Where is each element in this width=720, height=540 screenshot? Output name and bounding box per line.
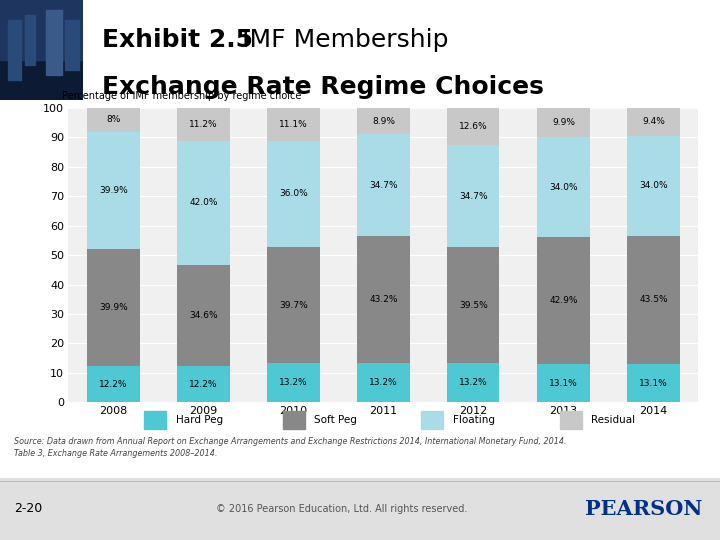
Bar [627, 108, 680, 136]
Text: IMF Membership: IMF Membership [226, 28, 449, 52]
Text: 11.1%: 11.1% [279, 120, 307, 129]
Text: 13.2%: 13.2% [459, 379, 487, 387]
Text: Source: Data drawn from Annual Report on Exchange Arrangements and Exchange Rest: Source: Data drawn from Annual Report on… [14, 437, 567, 458]
Bar [0, 60, 83, 100]
Bar [24, 15, 35, 65]
Text: 34.0%: 34.0% [639, 181, 667, 190]
Bar [177, 265, 230, 367]
Bar [537, 137, 590, 238]
Text: 34.6%: 34.6% [189, 311, 217, 320]
Bar [447, 145, 500, 247]
Text: 39.9%: 39.9% [99, 303, 127, 312]
Text: 13.1%: 13.1% [549, 379, 577, 388]
Bar [357, 108, 410, 134]
Bar [283, 411, 305, 429]
Bar [9, 20, 21, 80]
Bar [267, 108, 320, 140]
Bar [177, 141, 230, 265]
Text: 13.2%: 13.2% [279, 379, 307, 387]
Text: 9.4%: 9.4% [642, 117, 665, 126]
Bar [177, 108, 230, 141]
Bar [87, 108, 140, 132]
Bar [87, 132, 140, 249]
Text: 13.1%: 13.1% [639, 379, 667, 388]
Text: Hard Peg: Hard Peg [176, 415, 222, 425]
Text: 11.2%: 11.2% [189, 120, 217, 129]
Text: Exchange Rate Regime Choices: Exchange Rate Regime Choices [102, 75, 544, 99]
Bar [357, 363, 410, 402]
Text: 43.5%: 43.5% [639, 295, 667, 304]
Bar [421, 411, 444, 429]
Bar [357, 237, 410, 363]
Text: 8.9%: 8.9% [372, 117, 395, 126]
Bar [627, 364, 680, 402]
Text: Floating: Floating [453, 415, 495, 425]
Text: 36.0%: 36.0% [279, 189, 307, 198]
Bar [45, 10, 62, 75]
Text: 12.6%: 12.6% [459, 122, 487, 131]
Bar [267, 247, 320, 363]
Text: 8%: 8% [107, 115, 120, 124]
Text: Percentage of IMF membership by regime choice: Percentage of IMF membership by regime c… [62, 91, 302, 100]
Text: 43.2%: 43.2% [369, 295, 397, 305]
Bar [627, 236, 680, 364]
Bar [537, 238, 590, 364]
Text: Soft Peg: Soft Peg [314, 415, 357, 425]
Bar [65, 20, 79, 70]
Text: 39.5%: 39.5% [459, 301, 487, 310]
Text: 9.9%: 9.9% [552, 118, 575, 127]
Text: 13.2%: 13.2% [369, 379, 397, 387]
Bar [267, 140, 320, 247]
Bar [627, 136, 680, 236]
Bar [447, 363, 500, 402]
Text: 34.7%: 34.7% [459, 192, 487, 201]
Text: Residual: Residual [591, 415, 636, 425]
Text: 39.9%: 39.9% [99, 186, 127, 195]
Text: PEARSON: PEARSON [585, 499, 702, 519]
Bar [560, 411, 582, 429]
Bar [267, 363, 320, 402]
Text: © 2016 Pearson Education, Ltd. All rights reserved.: © 2016 Pearson Education, Ltd. All right… [216, 504, 467, 514]
Text: 12.2%: 12.2% [189, 380, 217, 389]
Text: 34.7%: 34.7% [369, 181, 397, 190]
Bar [447, 108, 500, 145]
Text: 39.7%: 39.7% [279, 301, 307, 309]
Bar [144, 411, 166, 429]
Bar [537, 109, 590, 137]
Bar [357, 134, 410, 237]
Text: 42.9%: 42.9% [549, 296, 577, 305]
Bar [447, 247, 500, 363]
Text: 2-20: 2-20 [14, 502, 42, 516]
Text: 12.2%: 12.2% [99, 380, 127, 389]
Bar [537, 364, 590, 402]
Text: 42.0%: 42.0% [189, 198, 217, 207]
Text: Exhibit 2.5: Exhibit 2.5 [102, 28, 253, 52]
Bar [87, 249, 140, 367]
Text: 34.0%: 34.0% [549, 183, 577, 192]
Bar [87, 367, 140, 402]
Bar [0, 0, 83, 60]
Bar [177, 367, 230, 402]
